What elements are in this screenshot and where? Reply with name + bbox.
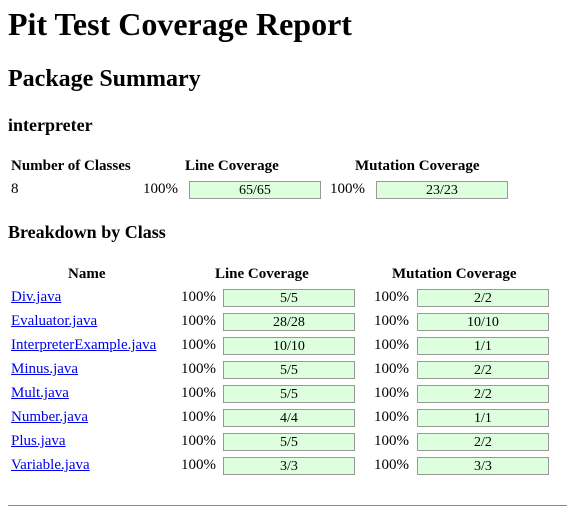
class-link[interactable]: Number.java	[11, 409, 89, 425]
class-link[interactable]: Div.java	[11, 289, 62, 305]
mutation-coverage-percent: 100%	[374, 457, 409, 473]
mutation-coverage-bar: 2/2	[417, 289, 549, 307]
class-link[interactable]: Evaluator.java	[11, 313, 98, 329]
mutation-coverage-bar: 10/10	[417, 313, 549, 331]
mutation-coverage-percent: 100%	[374, 289, 409, 305]
line-coverage-percent: 100%	[181, 433, 216, 449]
line-coverage-percent: 100%	[181, 457, 216, 473]
mutation-coverage-percent: 100%	[374, 313, 409, 329]
mutation-coverage-bar: 1/1	[417, 409, 549, 427]
line-coverage-bar: 5/5	[223, 385, 355, 403]
class-link[interactable]: Plus.java	[11, 433, 66, 449]
mutation-coverage-percent: 100%	[330, 181, 365, 197]
header-line-coverage: Line Coverage	[215, 266, 309, 282]
line-coverage-percent: 100%	[181, 337, 216, 353]
package-summary-heading: Package Summary	[8, 66, 201, 92]
header-mutation-coverage: Mutation Coverage	[392, 266, 517, 282]
line-coverage-bar: 10/10	[223, 337, 355, 355]
mutation-coverage-percent: 100%	[374, 409, 409, 425]
header-number-of-classes: Number of Classes	[11, 158, 131, 174]
line-coverage-percent: 100%	[181, 409, 216, 425]
line-coverage-percent: 100%	[181, 361, 216, 377]
class-link[interactable]: Minus.java	[11, 361, 79, 377]
mutation-coverage-percent: 100%	[374, 337, 409, 353]
mutation-coverage-percent: 100%	[374, 385, 409, 401]
mutation-coverage-bar: 23/23	[376, 181, 508, 199]
breakdown-heading: Breakdown by Class	[8, 222, 166, 242]
line-coverage-percent: 100%	[181, 289, 216, 305]
header-line-coverage: Line Coverage	[185, 158, 279, 174]
mutation-coverage-bar: 2/2	[417, 385, 549, 403]
line-coverage-bar: 5/5	[223, 289, 355, 307]
mutation-coverage-bar: 2/2	[417, 361, 549, 379]
package-name: interpreter	[8, 115, 93, 135]
class-link[interactable]: Variable.java	[11, 457, 90, 473]
line-coverage-percent: 100%	[181, 313, 216, 329]
line-coverage-bar: 5/5	[223, 361, 355, 379]
page-title: Pit Test Coverage Report	[8, 6, 352, 42]
line-coverage-bar: 5/5	[223, 433, 355, 451]
line-coverage-bar: 28/28	[223, 313, 355, 331]
mutation-coverage-percent: 100%	[374, 433, 409, 449]
mutation-coverage-bar: 2/2	[417, 433, 549, 451]
class-link[interactable]: Mult.java	[11, 385, 69, 401]
line-coverage-percent: 100%	[143, 181, 178, 197]
mutation-coverage-bar: 1/1	[417, 337, 549, 355]
line-coverage-bar: 4/4	[223, 409, 355, 427]
header-name: Name	[68, 266, 106, 282]
mutation-coverage-percent: 100%	[374, 361, 409, 377]
class-link[interactable]: InterpreterExample.java	[11, 337, 157, 353]
header-mutation-coverage: Mutation Coverage	[355, 158, 480, 174]
mutation-coverage-bar: 3/3	[417, 457, 549, 475]
num-classes-value: 8	[11, 181, 19, 197]
line-coverage-bar: 65/65	[189, 181, 321, 199]
line-coverage-bar: 3/3	[223, 457, 355, 475]
line-coverage-percent: 100%	[181, 385, 216, 401]
